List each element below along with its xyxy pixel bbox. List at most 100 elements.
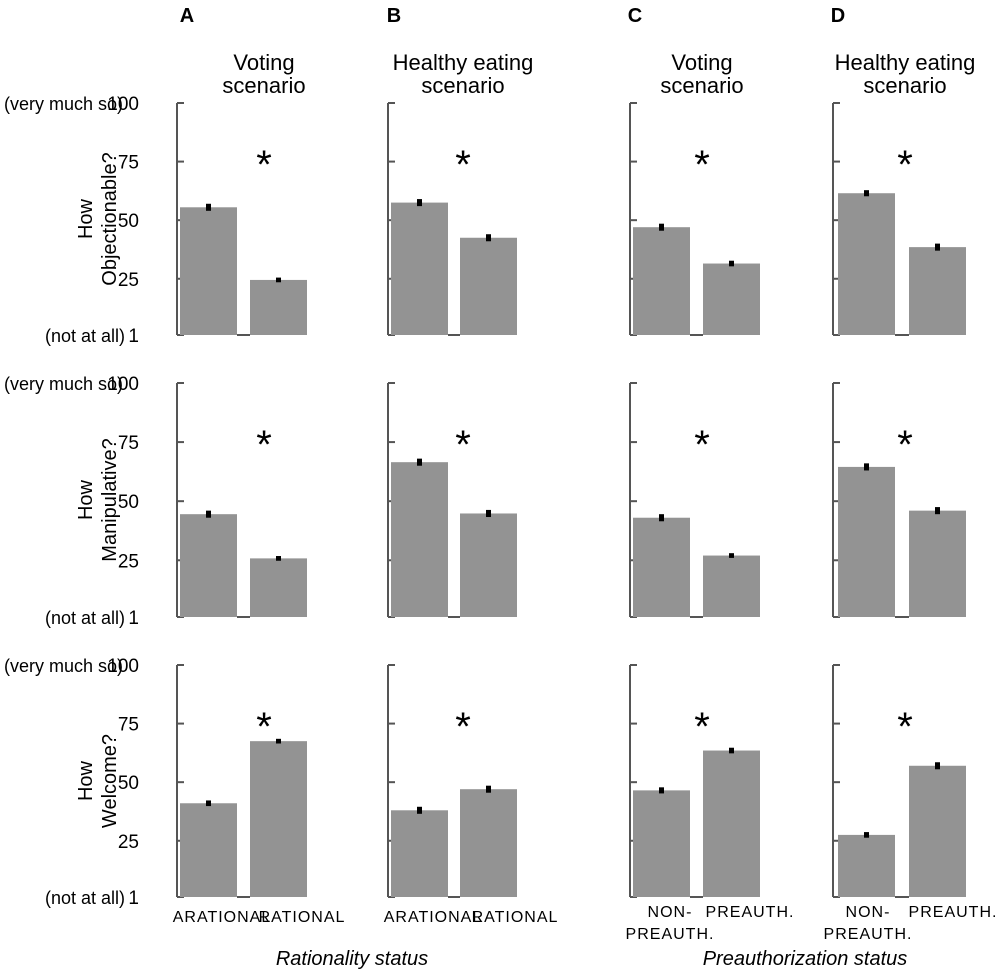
panel-title-d-line-1: Healthy eating <box>835 50 976 75</box>
panel-title-c-line-1: Voting <box>671 50 732 75</box>
x-group-label-rationality: Rationality status <box>276 948 428 970</box>
error-bar <box>864 190 869 197</box>
bar-a-row2-2 <box>250 558 307 617</box>
panel-title-c-line-2: scenario <box>660 73 743 98</box>
error-bar <box>486 509 491 518</box>
row-label-1-line-2: Objectionable? <box>99 152 121 285</box>
significance-star: * <box>897 423 913 467</box>
error-bar <box>417 199 422 207</box>
y-tick-label: 50 <box>118 492 139 513</box>
error-bar <box>864 463 869 471</box>
category-label-c-1: NON- <box>648 904 693 921</box>
row-label-3-line-1: How <box>75 760 97 801</box>
bar-c-row1-1 <box>633 227 690 335</box>
error-bar <box>276 556 281 561</box>
error-bar <box>729 553 734 558</box>
y-anchor-top: (very much so) <box>4 94 123 114</box>
bar-c-row3-2 <box>703 750 760 897</box>
error-bar <box>659 223 664 231</box>
significance-star: * <box>455 423 471 467</box>
bar-b-row3-2 <box>460 789 517 897</box>
category-label-d-2: PREAUTH. <box>909 904 998 921</box>
panel-letter-d: D <box>831 5 845 27</box>
bar-b-row2-1 <box>391 462 448 617</box>
y-tick-label: 100 <box>107 374 139 395</box>
y-tick-label: 25 <box>118 551 139 572</box>
category-label-c-2: PREAUTH. <box>706 904 795 921</box>
row-label-2-line-2: Manipulative? <box>99 438 121 561</box>
error-bar <box>935 243 940 251</box>
error-bar <box>729 260 734 267</box>
y-tick-label: 1 <box>128 608 139 629</box>
category-label-a-1: ARATIONAL <box>173 909 272 926</box>
y-tick-label: 100 <box>107 656 139 677</box>
bar-d-row1-2 <box>909 247 966 335</box>
error-bar <box>486 234 491 242</box>
y-tick-label: 1 <box>128 888 139 909</box>
y-tick-label: 50 <box>118 211 139 232</box>
error-bar <box>276 738 281 744</box>
error-bar <box>935 507 940 515</box>
error-bar <box>659 514 664 522</box>
significance-star: * <box>256 143 272 187</box>
bar-d-row2-1 <box>838 466 895 617</box>
error-bar <box>276 277 281 283</box>
bar-a-row2-1 <box>180 514 237 617</box>
bar-d-row2-2 <box>909 510 966 617</box>
error-bar <box>935 762 940 770</box>
significance-star: * <box>694 423 710 467</box>
error-bar <box>206 203 211 211</box>
y-tick-label: 100 <box>107 94 139 115</box>
row-label-2-line-1: How <box>75 479 97 520</box>
bar-c-row1-2 <box>703 263 760 335</box>
y-anchor-bottom: (not at all) <box>45 888 125 908</box>
error-bar <box>206 800 211 807</box>
bar-c-row2-1 <box>633 517 690 617</box>
panel-letter-a: A <box>180 5 194 27</box>
category-label-b-2: RATIONAL <box>472 909 559 926</box>
error-bar <box>729 747 734 754</box>
y-anchor-bottom: (not at all) <box>45 326 125 346</box>
panel-letter-c: C <box>628 5 642 27</box>
category-label-c-1: PREAUTH. <box>626 926 715 943</box>
bar-c-row2-2 <box>703 555 760 617</box>
significance-star: * <box>694 705 710 749</box>
row-label-3-line-2: Welcome? <box>99 734 121 828</box>
error-bar <box>206 510 211 518</box>
significance-star: * <box>455 143 471 187</box>
significance-star: * <box>897 143 913 187</box>
bar-b-row1-1 <box>391 202 448 335</box>
bar-b-row3-1 <box>391 810 448 897</box>
y-tick-label: 75 <box>118 715 139 736</box>
category-label-d-1: PREAUTH. <box>824 926 913 943</box>
bar-b-row1-2 <box>460 237 517 335</box>
bar-a-row1-1 <box>180 207 237 335</box>
y-tick-label: 25 <box>118 270 139 291</box>
error-bar <box>659 787 664 794</box>
y-tick-label: 75 <box>118 153 139 174</box>
significance-star: * <box>694 143 710 187</box>
error-bar <box>486 785 491 793</box>
y-tick-label: 75 <box>118 433 139 454</box>
y-tick-label: 25 <box>118 832 139 853</box>
significance-star: * <box>256 705 272 749</box>
y-tick-label: 50 <box>118 773 139 794</box>
panel-letter-b: B <box>387 5 401 27</box>
bar-c-row3-1 <box>633 790 690 897</box>
significance-star: * <box>897 705 913 749</box>
x-group-label-preauthorization: Preauthorization status <box>703 948 908 970</box>
panel-title-a-line-2: scenario <box>222 73 305 98</box>
y-anchor-top: (very much so) <box>4 656 123 676</box>
y-anchor-top: (very much so) <box>4 374 123 394</box>
error-bar <box>864 832 869 838</box>
bar-a-row3-2 <box>250 741 307 897</box>
bar-d-row1-1 <box>838 193 895 335</box>
panel-title-d-line-2: scenario <box>863 73 946 98</box>
error-bar <box>417 458 422 466</box>
category-label-b-1: ARATIONAL <box>384 909 483 926</box>
error-bar <box>417 806 422 814</box>
category-label-a-2: RATIONAL <box>259 909 346 926</box>
panel-title-b-line-1: Healthy eating <box>393 50 534 75</box>
panel-title-b-line-2: scenario <box>421 73 504 98</box>
